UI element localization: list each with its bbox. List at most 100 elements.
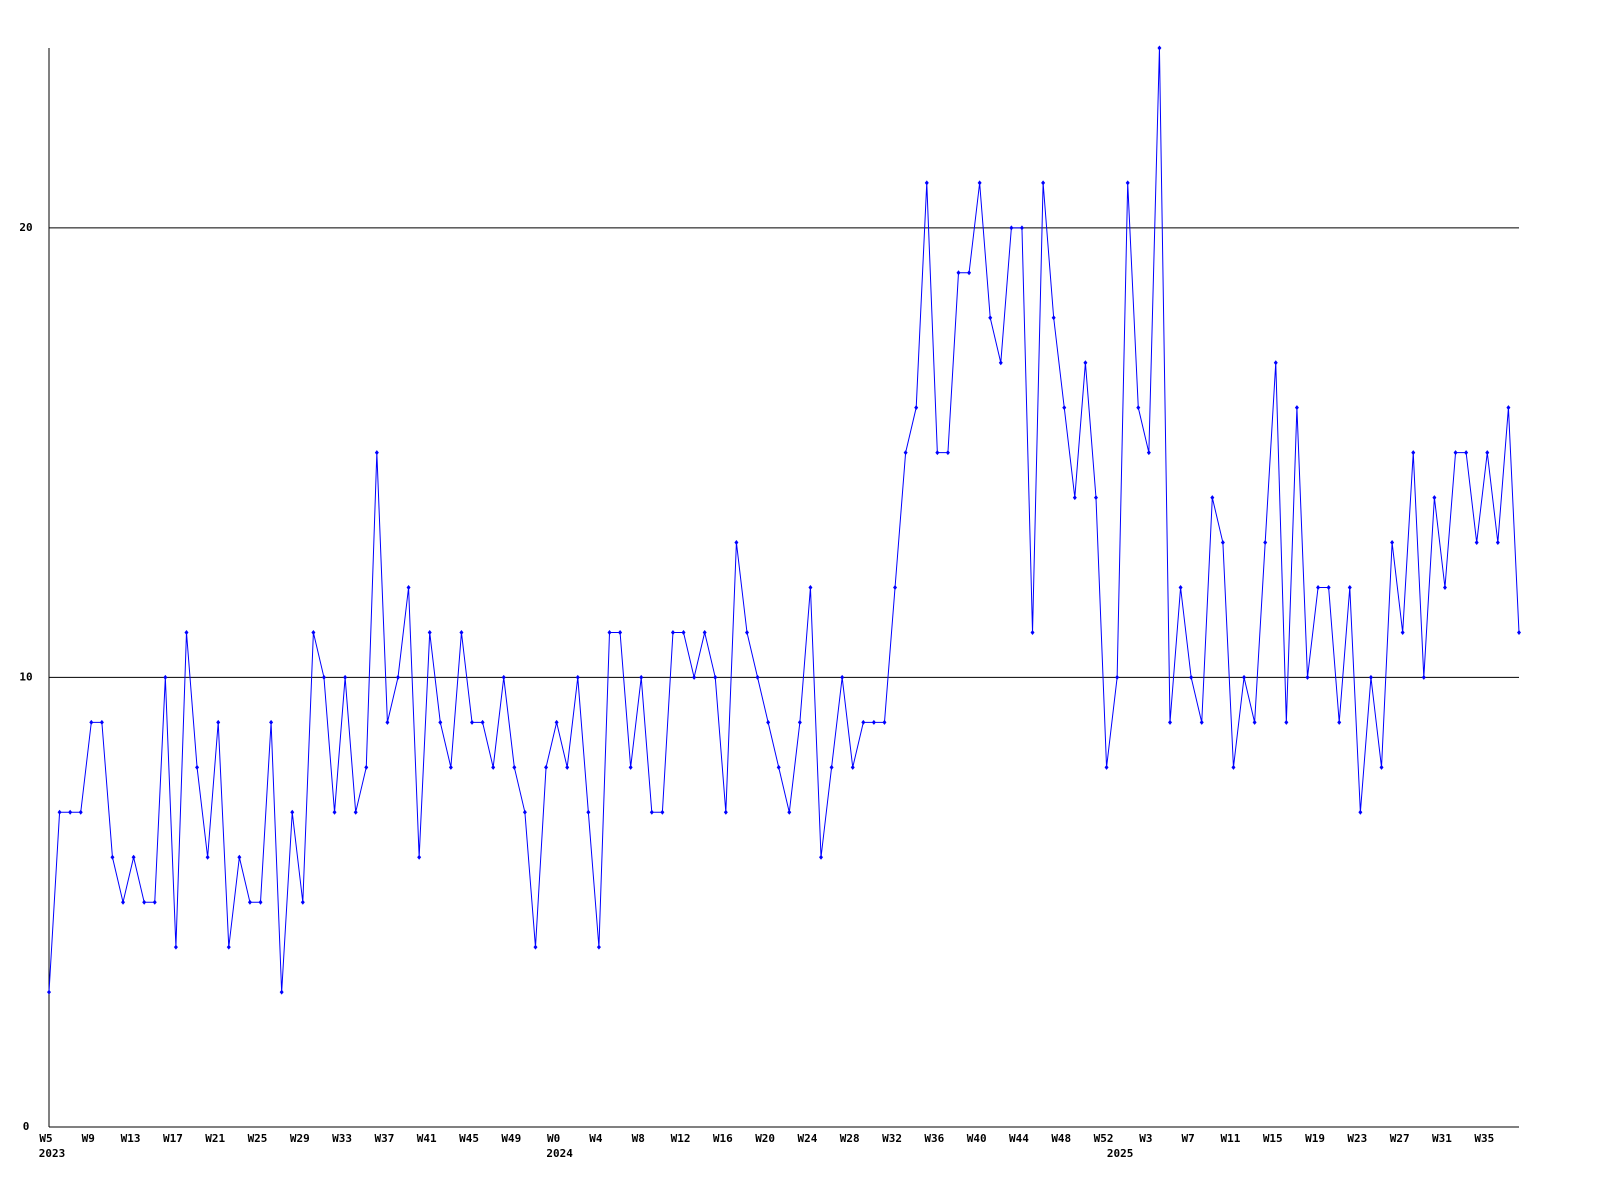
point [755, 674, 760, 680]
point [459, 629, 464, 635]
point [861, 719, 866, 725]
point [68, 809, 73, 815]
point [1252, 719, 1257, 725]
x-tick-label: W16 [713, 1132, 733, 1145]
point [1474, 540, 1479, 546]
x-tick-label: W40 [967, 1132, 987, 1145]
point [903, 450, 908, 456]
x-tick-label: W45 [459, 1132, 479, 1145]
x-tick-label: W20 [755, 1132, 775, 1145]
point [406, 585, 411, 590]
point [448, 764, 453, 770]
point [924, 180, 929, 186]
point [47, 989, 51, 995]
point [417, 854, 422, 860]
point [1231, 764, 1236, 770]
point [967, 270, 972, 276]
point [1136, 405, 1141, 411]
point [702, 629, 707, 635]
point [163, 674, 168, 680]
y-tick-label: 20 [19, 221, 32, 234]
point [110, 854, 115, 860]
point [195, 764, 200, 770]
point [1294, 405, 1299, 411]
point [99, 719, 104, 725]
point [618, 629, 623, 635]
point [343, 674, 348, 680]
point [914, 405, 919, 411]
x-year-label: 2024 [546, 1147, 573, 1160]
point [840, 674, 845, 680]
point [660, 809, 665, 815]
point [1019, 225, 1024, 231]
x-tick-label: W3 [1139, 1132, 1152, 1145]
point [1347, 585, 1352, 590]
point [988, 315, 993, 321]
x-tick-label: W19 [1305, 1132, 1325, 1145]
point [300, 899, 305, 905]
point [1210, 495, 1215, 501]
x-tick-label: W44 [1009, 1132, 1029, 1145]
point [1517, 629, 1521, 635]
point [586, 809, 591, 815]
point [1093, 495, 1098, 501]
point [1358, 809, 1363, 815]
point [1379, 764, 1384, 770]
point [258, 899, 263, 905]
point [681, 629, 686, 635]
point [797, 719, 802, 725]
point [121, 899, 126, 905]
point [607, 629, 612, 635]
point [1390, 540, 1395, 546]
point [353, 809, 358, 815]
point [977, 180, 982, 186]
point [1337, 719, 1342, 725]
y-tick-label: 10 [19, 670, 32, 683]
x-tick-label: W32 [882, 1132, 902, 1145]
point [311, 629, 316, 635]
point [321, 674, 326, 680]
x-tick-label: W4 [589, 1132, 603, 1145]
point [364, 764, 369, 770]
x-tick-label: W28 [840, 1132, 860, 1145]
point [427, 629, 432, 635]
point [692, 674, 697, 680]
point [290, 809, 295, 815]
point [1421, 674, 1426, 680]
point [596, 944, 601, 950]
point [385, 719, 390, 725]
point [1284, 719, 1289, 725]
point [1506, 405, 1511, 411]
point [713, 674, 718, 680]
point [1062, 405, 1067, 411]
point [470, 719, 475, 725]
point [332, 809, 337, 815]
point [871, 719, 876, 725]
point [374, 450, 379, 456]
point [893, 585, 898, 590]
x-tick-label: W0 [547, 1132, 560, 1145]
point [131, 854, 136, 860]
x-tick-label: W5 [39, 1132, 52, 1145]
point [184, 629, 189, 635]
x-tick-label: W13 [121, 1132, 141, 1145]
point [269, 719, 274, 725]
point [998, 360, 1003, 366]
point [1411, 450, 1416, 456]
point [480, 719, 485, 725]
x-tick-label: W29 [290, 1132, 310, 1145]
point [649, 809, 654, 815]
x-tick-label: W15 [1263, 1132, 1283, 1145]
point [1305, 674, 1310, 680]
x-tick-label: W41 [417, 1132, 437, 1145]
point [491, 764, 496, 770]
point [670, 629, 675, 635]
x-tick-label: W48 [1051, 1132, 1071, 1145]
point [438, 719, 443, 725]
point [776, 764, 781, 770]
point [1368, 674, 1373, 680]
point [1485, 450, 1490, 456]
y-tick-label: 0 [23, 1120, 30, 1133]
x-tick-label: W52 [1094, 1132, 1114, 1145]
point [1146, 450, 1151, 456]
